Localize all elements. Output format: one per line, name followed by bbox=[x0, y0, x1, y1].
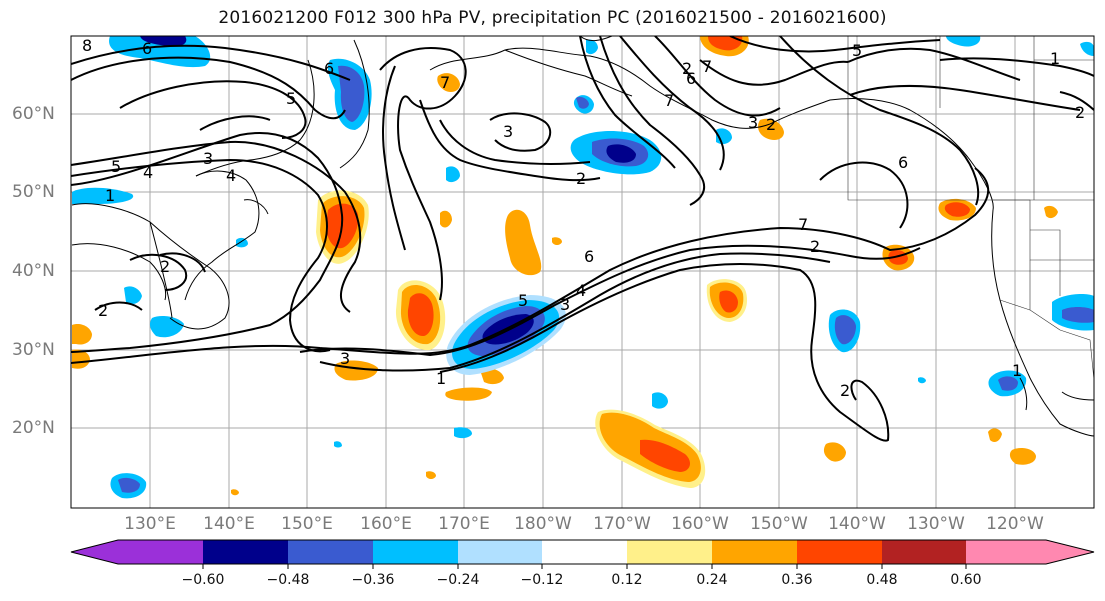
lon-label: 140°E bbox=[203, 514, 255, 534]
pv-contours bbox=[71, 36, 1094, 442]
lat-label: 40°N bbox=[12, 261, 55, 281]
negative-anomaly-blob bbox=[570, 131, 662, 175]
contour-label: 4 bbox=[143, 163, 153, 182]
contour-label: 8 bbox=[82, 36, 92, 55]
lat-label: 50°N bbox=[12, 182, 55, 202]
map-title: 2016021200 F012 300 hPa PV, precipitatio… bbox=[218, 8, 887, 28]
colorbar-tick-label: −0.24 bbox=[436, 572, 480, 588]
contour-label: 6 bbox=[686, 69, 696, 88]
contour-label: 7 bbox=[664, 91, 674, 110]
contour-label: 7 bbox=[798, 215, 808, 234]
contour-label: 6 bbox=[324, 59, 334, 78]
contour-label: 5 bbox=[518, 291, 528, 310]
colorbar-segment bbox=[797, 540, 882, 564]
contour-label: 4 bbox=[226, 166, 236, 185]
contour-label: 1 bbox=[436, 369, 446, 388]
lon-label: 120°W bbox=[986, 514, 1044, 534]
colorbar-segment bbox=[966, 540, 1046, 564]
lon-label: 140°W bbox=[828, 514, 886, 534]
colorbar-segment bbox=[288, 540, 373, 564]
contour-label: 3 bbox=[203, 149, 213, 168]
contour-label: 5 bbox=[111, 157, 121, 176]
positive-anomaly-blob bbox=[72, 36, 1058, 496]
colorbar-tick-label: 0.48 bbox=[866, 572, 898, 588]
colorbar-segment bbox=[542, 540, 627, 564]
contour-label: 2 bbox=[1075, 103, 1085, 122]
colorbar-tick-label: 0.12 bbox=[611, 572, 643, 588]
lon-label: 130°E bbox=[124, 514, 176, 534]
contour-label: 5 bbox=[286, 89, 296, 108]
contour-label: 3 bbox=[748, 113, 758, 132]
contour-label: 2 bbox=[576, 169, 586, 188]
colorbar bbox=[70, 539, 1095, 569]
positive-anomaly-blob bbox=[706, 279, 748, 322]
colorbar-tick-label: 0.36 bbox=[781, 572, 813, 588]
colorbar-extend-max bbox=[1046, 540, 1094, 564]
lat-label: 60°N bbox=[12, 104, 55, 124]
negative-anomaly-blob bbox=[72, 36, 1094, 499]
contour-label: 3 bbox=[560, 295, 570, 314]
colorbar-tick-label: 0.60 bbox=[950, 572, 982, 588]
contour-label: 2 bbox=[840, 381, 850, 400]
lon-label: 170°W bbox=[593, 514, 651, 534]
positive-anomaly-blob bbox=[595, 409, 706, 488]
lon-label: 160°W bbox=[671, 514, 729, 534]
contour-label: 3 bbox=[503, 122, 513, 141]
lon-label: 150°E bbox=[281, 514, 333, 534]
contour-label: 6 bbox=[584, 247, 594, 266]
contour-label: 1 bbox=[105, 186, 115, 205]
colorbar-segment bbox=[712, 540, 797, 564]
contour-label: 1 bbox=[1012, 361, 1022, 380]
colorbar-segment bbox=[203, 540, 288, 564]
contour-label: 1 bbox=[1050, 49, 1060, 68]
lon-label: 170°E bbox=[438, 514, 490, 534]
colorbar-tick-label: −0.36 bbox=[351, 572, 395, 588]
lon-label: 160°E bbox=[360, 514, 412, 534]
contour-label: 5 bbox=[852, 41, 862, 60]
contour-label: 6 bbox=[142, 39, 152, 58]
colorbar-segment bbox=[118, 540, 203, 564]
contour-label: 2 bbox=[98, 301, 108, 320]
map-frame bbox=[70, 35, 1095, 509]
contour-label: 3 bbox=[340, 349, 350, 368]
colorbar-outline bbox=[70, 539, 1095, 565]
colorbar-extend-min bbox=[71, 540, 118, 564]
colorbar-tick-label: −0.12 bbox=[520, 572, 564, 588]
contour-label: 6 bbox=[898, 153, 908, 172]
contour-label: 2 bbox=[160, 257, 170, 276]
coastlines bbox=[71, 36, 1094, 437]
contour-label: 7 bbox=[702, 57, 712, 76]
lat-label: 20°N bbox=[12, 418, 55, 438]
colorbar-segment bbox=[882, 540, 966, 564]
positive-anomaly-blob bbox=[882, 198, 976, 271]
contour-labels: 8 6 5 6 4 3 2 1 5 4 1 2 2 3 3 2 6 7 5 7 … bbox=[82, 36, 1085, 400]
positive-anomaly-blob bbox=[395, 280, 446, 351]
lon-label: 180°W bbox=[514, 514, 572, 534]
lon-label: 130°W bbox=[907, 514, 965, 534]
contour-label: 2 bbox=[766, 115, 776, 134]
colorbar-tick-label: −0.48 bbox=[266, 572, 310, 588]
map-background bbox=[71, 36, 1094, 508]
lat-label: 30°N bbox=[12, 340, 55, 360]
positive-anomaly-blob bbox=[440, 209, 542, 276]
colorbar-segment bbox=[458, 540, 542, 564]
colorbar-tick-label: −0.60 bbox=[181, 572, 225, 588]
contour-label: 4 bbox=[576, 281, 586, 300]
colorbar-tick-label: 0.24 bbox=[696, 572, 728, 588]
gridlines bbox=[71, 36, 1094, 508]
contour-label: 2 bbox=[682, 59, 692, 78]
contour-label: 7 bbox=[440, 73, 450, 92]
lon-label: 150°W bbox=[750, 514, 808, 534]
colorbar-segment bbox=[373, 540, 458, 564]
colorbar-segment bbox=[627, 540, 712, 564]
contour-label: 2 bbox=[810, 237, 820, 256]
